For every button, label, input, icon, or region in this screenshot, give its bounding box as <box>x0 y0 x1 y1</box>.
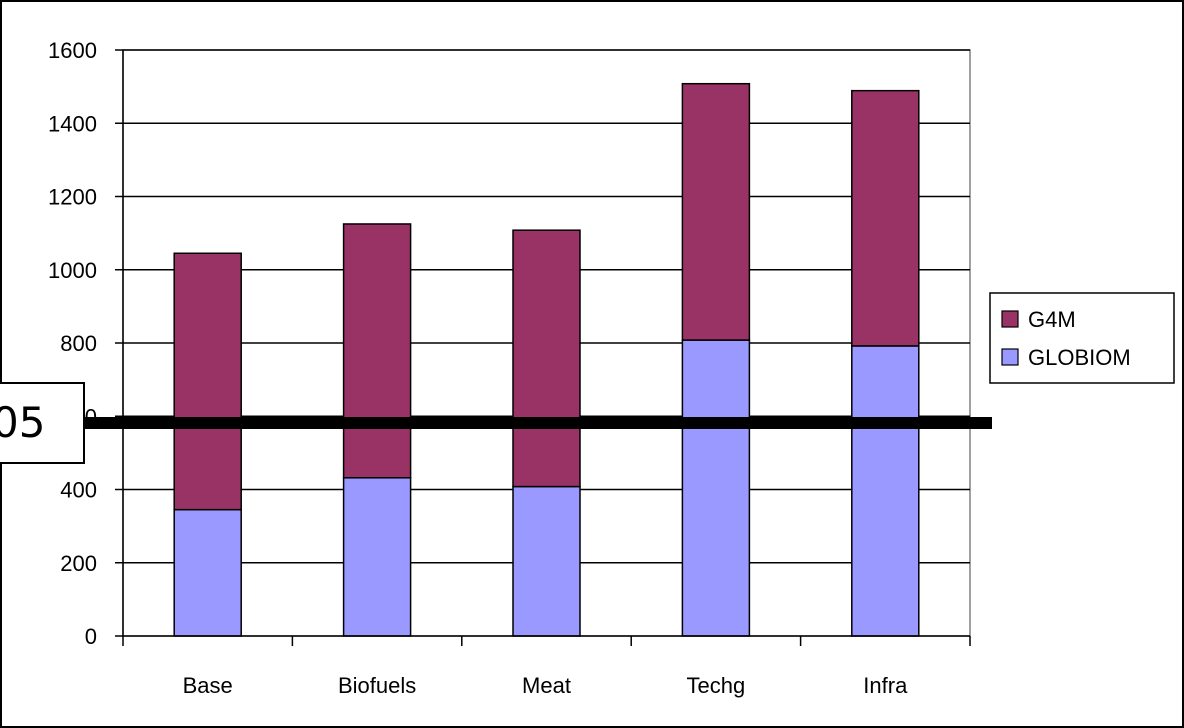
bar-g4m-base <box>173 252 242 511</box>
overlay-annotation: 05 <box>0 382 992 464</box>
axes <box>115 49 971 646</box>
bar-globiom-infra <box>851 345 920 637</box>
bar-globiom-biofuels <box>342 477 412 637</box>
overlay-label: 05 <box>0 398 45 447</box>
bar-globiom-meat <box>512 485 581 637</box>
bar-g4m-infra <box>851 89 920 347</box>
y-tick-label: 200 <box>60 551 97 576</box>
y-tick-label: 1600 <box>48 38 97 63</box>
legend: G4M GLOBIOM <box>989 292 1175 384</box>
x-tick-label: Base <box>183 673 233 698</box>
x-tick-label: Techg <box>687 673 746 698</box>
y-tick-labels: 02004006008001000120014001600 <box>48 38 97 649</box>
bar-globiom-base <box>173 508 242 637</box>
y-tick-label: 400 <box>60 478 97 503</box>
overlay-label-box <box>0 382 85 464</box>
bars <box>173 82 920 637</box>
legend-swatch-globiom <box>1001 348 1019 366</box>
y-tick-label: 0 <box>85 624 97 649</box>
y-tick-label: 1000 <box>48 258 97 283</box>
bar-globiom-techg <box>681 339 751 637</box>
x-tick-label: Infra <box>863 673 908 698</box>
x-tick-label: Meat <box>522 673 571 698</box>
bar-g4m-biofuels <box>342 223 412 479</box>
x-tick-label: Biofuels <box>338 673 416 698</box>
bar-g4m-techg <box>681 82 751 341</box>
y-tick-label: 1200 <box>48 185 97 210</box>
y-tick-label: 800 <box>60 331 97 356</box>
y-tick-label: 1400 <box>48 111 97 136</box>
legend-swatch-g4m <box>1001 310 1019 328</box>
legend-box <box>989 292 1175 384</box>
x-tick-labels: Base Biofuels Meat Techg Infra <box>183 673 908 698</box>
legend-label-g4m: G4M <box>1028 307 1076 332</box>
legend-label-globiom: GLOBIOM <box>1028 345 1131 370</box>
bar-g4m-meat <box>512 229 581 488</box>
